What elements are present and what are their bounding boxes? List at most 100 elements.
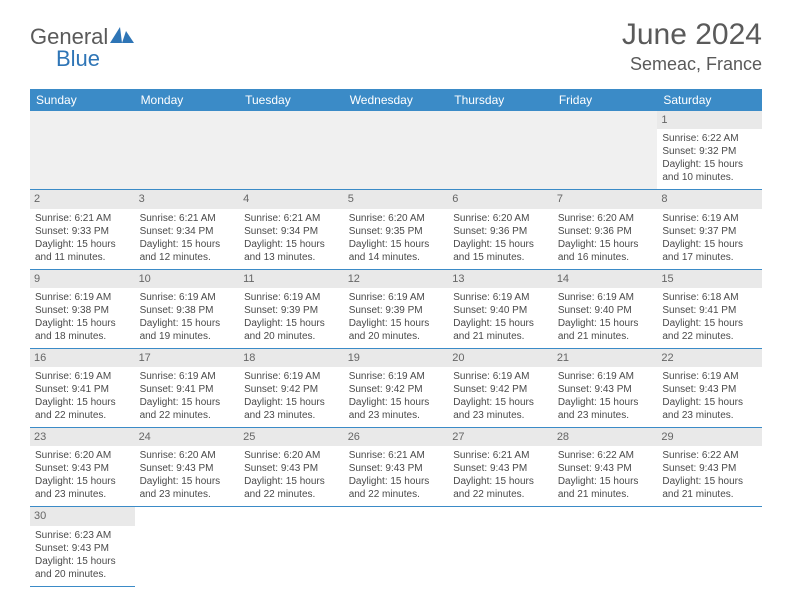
calendar-cell-empty: [448, 111, 553, 190]
calendar-cell-empty: [344, 507, 449, 586]
daylight-line: Daylight: 15 hours and 17 minutes.: [662, 238, 757, 264]
calendar-cell: 22 Sunrise: 6:19 AMSunset: 9:43 PMDayligh…: [657, 348, 762, 427]
daylight-line: Daylight: 15 hours and 23 minutes.: [35, 475, 130, 501]
calendar-cell: 23Sunrise: 6:20 AMSunset: 9:43 PMDayligh…: [30, 428, 135, 507]
day-number: 27: [448, 428, 553, 446]
sunrise-line: Sunrise: 6:22 AM: [662, 449, 757, 462]
day-number: 30: [30, 507, 135, 525]
calendar-cell: 5Sunrise: 6:20 AMSunset: 9:35 PMDaylight…: [344, 190, 449, 269]
day-number: 19: [344, 349, 449, 367]
day-number: 4: [239, 190, 344, 208]
sunset-line: Sunset: 9:43 PM: [453, 462, 548, 475]
day-number: 22: [657, 349, 762, 367]
calendar-cell: 21Sunrise: 6:19 AMSunset: 9:43 PMDayligh…: [553, 348, 658, 427]
calendar-cell-empty: [448, 507, 553, 586]
daylight-line: Daylight: 15 hours and 23 minutes.: [662, 396, 757, 422]
sunset-line: Sunset: 9:39 PM: [244, 304, 339, 317]
calendar-cell: 4Sunrise: 6:21 AMSunset: 9:34 PMDaylight…: [239, 190, 344, 269]
day-info: Sunrise: 6:20 AMSunset: 9:43 PMDaylight:…: [244, 448, 339, 501]
calendar-cell: 8Sunrise: 6:19 AMSunset: 9:37 PMDaylight…: [657, 190, 762, 269]
calendar-row: 2Sunrise: 6:21 AMSunset: 9:33 PMDaylight…: [30, 190, 762, 269]
calendar-cell: 25 Sunrise: 6:20 AMSunset: 9:43 PMDayligh…: [239, 428, 344, 507]
day-number: 23: [30, 428, 135, 446]
sunrise-line: Sunrise: 6:23 AM: [35, 529, 130, 542]
daylight-line: Daylight: 15 hours and 19 minutes.: [140, 317, 235, 343]
calendar-cell-empty: [239, 507, 344, 586]
sunset-line: Sunset: 9:34 PM: [140, 225, 235, 238]
day-info: Sunrise: 6:22 AMSunset: 9:32 PMDaylight:…: [662, 131, 757, 184]
sunrise-line: Sunrise: 6:19 AM: [453, 370, 548, 383]
calendar-row: 23Sunrise: 6:20 AMSunset: 9:43 PMDayligh…: [30, 428, 762, 507]
sunset-line: Sunset: 9:39 PM: [349, 304, 444, 317]
sunset-line: Sunset: 9:43 PM: [558, 383, 653, 396]
calendar-cell: 19Sunrise: 6:19 AMSunset: 9:42 PMDayligh…: [344, 348, 449, 427]
day-info: Sunrise: 6:19 AMSunset: 9:42 PMDaylight:…: [453, 369, 548, 422]
title-block: June 2024 Semeac, France: [622, 18, 762, 75]
location-label: Semeac, France: [622, 54, 762, 75]
day-info: Sunrise: 6:19 AMSunset: 9:43 PMDaylight:…: [662, 369, 757, 422]
sunrise-line: Sunrise: 6:19 AM: [349, 370, 444, 383]
sunrise-line: Sunrise: 6:20 AM: [244, 449, 339, 462]
sunset-line: Sunset: 9:38 PM: [35, 304, 130, 317]
sunset-line: Sunset: 9:43 PM: [662, 383, 757, 396]
day-number: 17: [135, 349, 240, 367]
sunset-line: Sunset: 9:32 PM: [662, 145, 757, 158]
sunset-line: Sunset: 9:43 PM: [140, 462, 235, 475]
sunrise-line: Sunrise: 6:20 AM: [349, 212, 444, 225]
daylight-line: Daylight: 15 hours and 21 minutes.: [453, 317, 548, 343]
sunrise-line: Sunrise: 6:19 AM: [140, 370, 235, 383]
sunset-line: Sunset: 9:40 PM: [558, 304, 653, 317]
day-info: Sunrise: 6:23 AMSunset: 9:43 PMDaylight:…: [35, 528, 130, 581]
sunset-line: Sunset: 9:33 PM: [35, 225, 130, 238]
sunrise-line: Sunrise: 6:19 AM: [35, 370, 130, 383]
calendar-cell: 10Sunrise: 6:19 AMSunset: 9:38 PMDayligh…: [135, 269, 240, 348]
calendar-cell: 11 Sunrise: 6:19 AMSunset: 9:39 PMDayligh…: [239, 269, 344, 348]
sunrise-line: Sunrise: 6:19 AM: [349, 291, 444, 304]
day-number: 13: [448, 270, 553, 288]
day-number: 12: [344, 270, 449, 288]
day-number: 11: [239, 270, 344, 288]
calendar-body: 1Sunrise: 6:22 AMSunset: 9:32 PMDaylight…: [30, 111, 762, 586]
day-number: 5: [344, 190, 449, 208]
day-info: Sunrise: 6:20 AMSunset: 9:36 PMDaylight:…: [558, 211, 653, 264]
sunrise-line: Sunrise: 6:19 AM: [662, 370, 757, 383]
sunrise-line: Sunrise: 6:20 AM: [35, 449, 130, 462]
day-info: Sunrise: 6:19 AMSunset: 9:39 PMDaylight:…: [244, 290, 339, 343]
daylight-line: Daylight: 15 hours and 14 minutes.: [349, 238, 444, 264]
daylight-line: Daylight: 15 hours and 23 minutes.: [244, 396, 339, 422]
sunrise-line: Sunrise: 6:20 AM: [453, 212, 548, 225]
day-info: Sunrise: 6:19 AMSunset: 9:41 PMDaylight:…: [35, 369, 130, 422]
sunset-line: Sunset: 9:43 PM: [662, 462, 757, 475]
day-number: 29: [657, 428, 762, 446]
calendar-cell: 24Sunrise: 6:20 AMSunset: 9:43 PMDayligh…: [135, 428, 240, 507]
sunrise-line: Sunrise: 6:19 AM: [244, 291, 339, 304]
day-info: Sunrise: 6:19 AMSunset: 9:42 PMDaylight:…: [244, 369, 339, 422]
day-info: Sunrise: 6:19 AMSunset: 9:37 PMDaylight:…: [662, 211, 757, 264]
sunset-line: Sunset: 9:43 PM: [558, 462, 653, 475]
calendar-cell: 15Sunrise: 6:18 AMSunset: 9:41 PMDayligh…: [657, 269, 762, 348]
daylight-line: Daylight: 15 hours and 23 minutes.: [349, 396, 444, 422]
daylight-line: Daylight: 15 hours and 23 minutes.: [140, 475, 235, 501]
day-number: 24: [135, 428, 240, 446]
sunset-line: Sunset: 9:42 PM: [244, 383, 339, 396]
sunrise-line: Sunrise: 6:18 AM: [662, 291, 757, 304]
day-number: 25: [239, 428, 344, 446]
day-info: Sunrise: 6:19 AMSunset: 9:41 PMDaylight:…: [140, 369, 235, 422]
sunset-line: Sunset: 9:36 PM: [558, 225, 653, 238]
calendar-cell: 2Sunrise: 6:21 AMSunset: 9:33 PMDaylight…: [30, 190, 135, 269]
sunset-line: Sunset: 9:41 PM: [140, 383, 235, 396]
calendar-row: 1Sunrise: 6:22 AMSunset: 9:32 PMDaylight…: [30, 111, 762, 190]
daylight-line: Daylight: 15 hours and 22 minutes.: [244, 475, 339, 501]
daylight-line: Daylight: 15 hours and 13 minutes.: [244, 238, 339, 264]
calendar-table: Sunday Monday Tuesday Wednesday Thursday…: [30, 89, 762, 587]
sunset-line: Sunset: 9:37 PM: [662, 225, 757, 238]
day-info: Sunrise: 6:21 AMSunset: 9:34 PMDaylight:…: [140, 211, 235, 264]
calendar-cell: 1Sunrise: 6:22 AMSunset: 9:32 PMDaylight…: [657, 111, 762, 190]
day-number: 3: [135, 190, 240, 208]
day-info: Sunrise: 6:18 AMSunset: 9:41 PMDaylight:…: [662, 290, 757, 343]
day-number: 7: [553, 190, 658, 208]
day-number: 14: [553, 270, 658, 288]
day-info: Sunrise: 6:22 AMSunset: 9:43 PMDaylight:…: [662, 448, 757, 501]
day-number: 28: [553, 428, 658, 446]
sunrise-line: Sunrise: 6:19 AM: [140, 291, 235, 304]
